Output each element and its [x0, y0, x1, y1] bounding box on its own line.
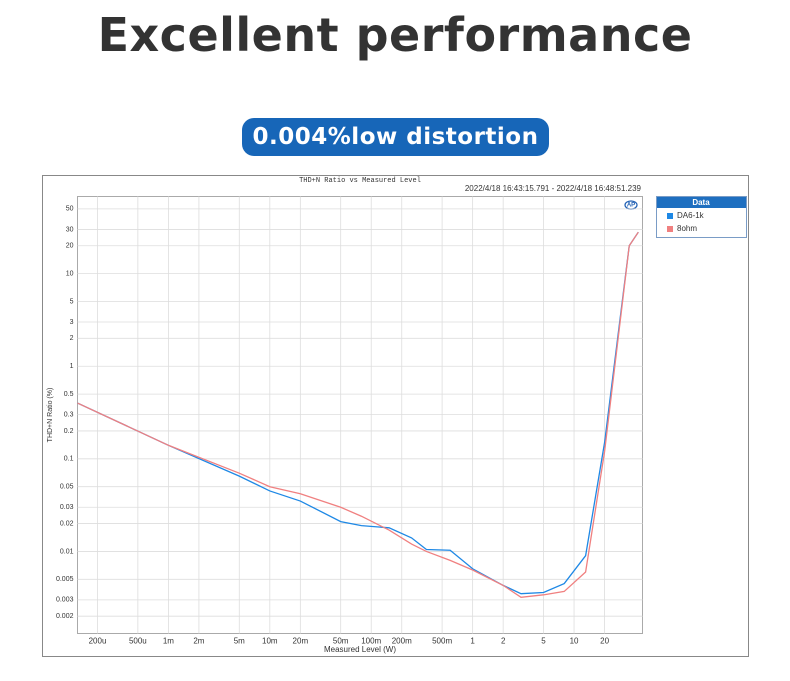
- x-tick-label: 100m: [361, 637, 381, 646]
- y-tick-label: 0.05: [60, 484, 74, 491]
- chart-title: THD+N Ratio vs Measured Level: [299, 177, 421, 185]
- page-title: Excellent performance: [97, 8, 693, 62]
- y-tick-label: 50: [66, 206, 74, 213]
- data-line: [77, 231, 639, 595]
- y-tick-label: 0.3: [64, 411, 74, 418]
- x-tick-label: 20: [600, 637, 609, 646]
- legend-label: 8ohm: [677, 224, 697, 233]
- legend-title: Data: [692, 198, 710, 207]
- y-tick-label: 10: [66, 270, 74, 277]
- x-tick-label: 10: [570, 637, 579, 646]
- y-tick-label: 0.03: [60, 504, 74, 511]
- x-tick-label: 20m: [293, 637, 309, 646]
- y-tick-label: 20: [66, 243, 74, 250]
- y-tick-label: 0.2: [64, 428, 74, 435]
- y-tick-label: 1: [70, 363, 74, 370]
- y-tick-label: 2: [70, 335, 74, 342]
- x-tick-label: 5m: [234, 637, 245, 646]
- x-tick-label: 500m: [432, 637, 452, 646]
- y-tick-label: 0.5: [64, 391, 74, 398]
- y-tick-label: 0.02: [60, 520, 74, 527]
- svg-text:AP: AP: [627, 203, 635, 209]
- chart-subtitle: 2022/4/18 16:43:15.791 - 2022/4/18 16:48…: [465, 184, 642, 193]
- y-axis-label: THD+N Ratio (%): [47, 388, 54, 443]
- y-tick-label: 30: [66, 226, 74, 233]
- legend-header: [657, 197, 746, 208]
- badge: 0.004%low distortion: [242, 118, 549, 156]
- x-tick-label: 50m: [333, 637, 349, 646]
- x-tick-label: 2: [501, 637, 506, 646]
- y-tick-label: 0.005: [56, 576, 74, 583]
- x-axis-label: Measured Level (W): [324, 645, 396, 654]
- x-tick-label: 5: [541, 637, 546, 646]
- y-tick-label: 0.01: [60, 548, 74, 555]
- y-tick-label: 0.002: [56, 613, 74, 620]
- x-tick-label: 200u: [89, 637, 107, 646]
- y-tick-label: 0.1: [64, 456, 74, 463]
- legend-swatch: [667, 213, 673, 219]
- x-tick-label: 1: [470, 637, 475, 646]
- legend-label: DA6-1k: [677, 211, 705, 220]
- y-tick-label: 0.003: [56, 597, 74, 604]
- legend-swatch: [667, 226, 673, 232]
- x-tick-label: 1m: [163, 637, 174, 646]
- data-line: [77, 231, 639, 598]
- x-tick-label: 2m: [193, 637, 204, 646]
- x-tick-label: 10m: [262, 637, 278, 646]
- x-tick-label: 500u: [129, 637, 147, 646]
- y-tick-label: 3: [70, 319, 74, 326]
- x-tick-label: 200m: [392, 637, 412, 646]
- y-tick-label: 5: [70, 298, 74, 305]
